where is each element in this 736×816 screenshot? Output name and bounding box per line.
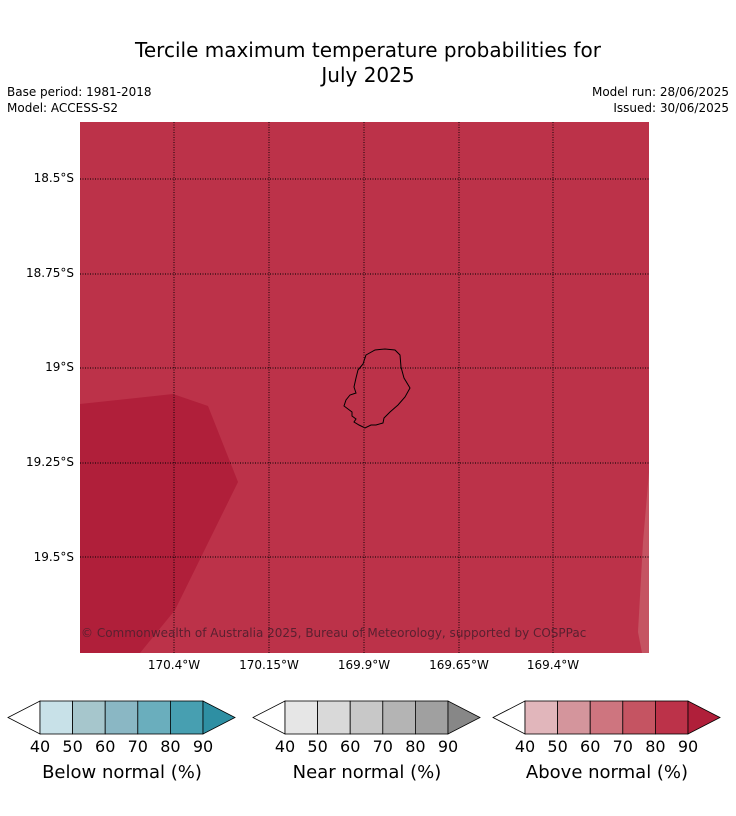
colorbar-extend-low (252, 700, 286, 735)
legend-below-normal: Below normal (%) 40 50 60 70 80 90 (7, 700, 237, 800)
colorbar-segment (622, 700, 656, 735)
colorbar-segment (169, 700, 204, 735)
colorbar-tick-label: 80 (645, 737, 666, 756)
colorbar-tick-label: 50 (547, 737, 568, 756)
lat-label-19: 19°S (45, 360, 74, 374)
colorbar-tick-label: 70 (127, 737, 148, 756)
colorbar-segment (654, 700, 689, 735)
legend-label-above-normal: Above normal (%) (525, 762, 689, 783)
lon-label-169-65: 169.65°W (429, 658, 489, 672)
lat-label-18-75: 18.75°S (26, 266, 74, 280)
map-panel: © Commonwealth of Australia 2025, Bureau… (80, 122, 649, 653)
colorbar-tick-label: 50 (307, 737, 328, 756)
colorbar-extend-low (492, 700, 526, 735)
colorbar-tick-label: 40 (274, 737, 296, 756)
model-name: Model: ACCESS-S2 (7, 101, 119, 115)
island-coastline-niue (343, 348, 411, 429)
legend-near-normal: Near normal (%) 40 50 60 70 80 90 (252, 700, 482, 800)
colorbar-segment (414, 700, 449, 735)
colorbar-extend-high (202, 700, 236, 735)
colorbar-tick-label: 60 (580, 737, 601, 756)
colorbar-tick-label: 90 (437, 737, 459, 756)
issued-date: Issued: 30/06/2025 (613, 101, 729, 115)
copyright-notice: © Commonwealth of Australia 2025, Bureau… (81, 626, 587, 640)
colorbar-tick-label: 90 (192, 737, 214, 756)
colorbar-tick-label: 90 (677, 737, 699, 756)
lon-label-170-4: 170.4°W (147, 658, 201, 672)
lon-label-169-9: 169.9°W (337, 658, 391, 672)
colorbar-segment (72, 700, 106, 735)
lat-label-19-5: 19.5°S (33, 550, 74, 564)
colorbar-tick-label: 40 (29, 737, 51, 756)
colorbar-segment (284, 700, 318, 735)
colorbar-tick-label: 80 (405, 737, 426, 756)
colorbar-near-normal (252, 700, 481, 735)
model-run: Model run: 28/06/2025 (591, 85, 729, 99)
colorbar-segment (382, 700, 416, 735)
base-period: Base period: 1981-2018 (7, 85, 152, 99)
colorbar-tick-label: 70 (372, 737, 393, 756)
lon-label-169-4: 169.4°W (526, 658, 580, 672)
colorbar-tick-label: 70 (612, 737, 633, 756)
legend-above-normal: Above normal (%) 40 50 60 70 80 90 (492, 700, 722, 800)
colorbar-segment (349, 700, 384, 735)
legend-label-near-normal: Near normal (%) (292, 762, 442, 783)
colorbar-tick-label: 80 (160, 737, 181, 756)
colorbar-tick-label: 40 (514, 737, 536, 756)
colorbar-extend-high (447, 700, 481, 735)
colorbar-segment (317, 700, 351, 735)
colorbar-above-normal (492, 700, 721, 735)
colorbar-segment (589, 700, 624, 735)
lat-label-18-5: 18.5°S (33, 171, 74, 185)
field-above-90-plus (80, 394, 238, 653)
colorbar-tick-label: 50 (62, 737, 83, 756)
colorbar-tick-label: 60 (95, 737, 116, 756)
lat-label-19-25: 19.25°S (26, 455, 74, 469)
chart-title: Tercile maximum temperature probabilitie… (0, 38, 736, 88)
meta-left: Base period: 1981-2018 Model: ACCESS-S2 (7, 84, 152, 116)
lon-label-170-15: 170.15°W (239, 658, 299, 672)
title-line-1: Tercile maximum temperature probabilitie… (135, 38, 601, 62)
colorbar-segment (104, 700, 139, 735)
map-svg (80, 122, 649, 653)
colorbar-extend-low (7, 700, 41, 735)
colorbar-segment (524, 700, 558, 735)
title-line-2: July 2025 (321, 63, 415, 87)
colorbar-segment (137, 700, 171, 735)
meta-right: Model run: 28/06/2025 Issued: 30/06/2025 (592, 84, 729, 116)
colorbar-segment (557, 700, 591, 735)
colorbar-below-normal (7, 700, 236, 735)
graticule-lon (173, 122, 554, 653)
field-above-70-80-edge (638, 472, 649, 653)
colorbar-tick-label: 60 (340, 737, 361, 756)
legend-label-below-normal: Below normal (%) (42, 762, 202, 783)
colorbar-extend-high (687, 700, 721, 735)
colorbar-segment (39, 700, 73, 735)
